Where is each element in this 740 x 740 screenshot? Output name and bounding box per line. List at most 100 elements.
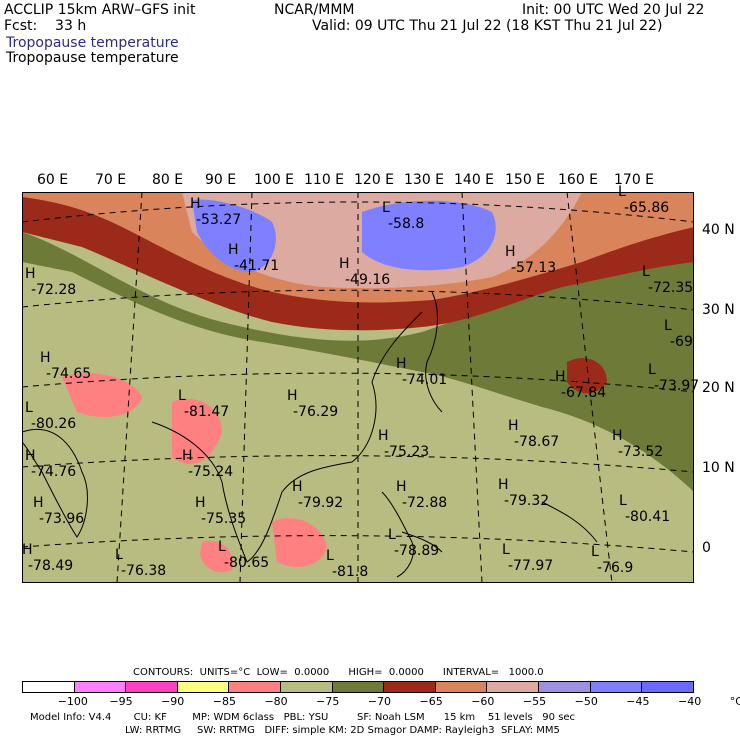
colorbar-swatch (539, 682, 591, 692)
extrema-type: H (22, 542, 33, 558)
high-marker: H -73.96 (33, 495, 84, 527)
extrema-value: -78.89 (394, 543, 440, 559)
colorbar-tick-label: −60 (471, 695, 495, 708)
extrema-type: L (648, 362, 656, 378)
footer-model-info: Model Info: V4.4 CU: KF MP: WDM 6class P… (30, 712, 576, 723)
lat-label: 30 N (702, 302, 735, 318)
extrema-type: L (218, 539, 226, 555)
extrema-type: H (292, 479, 303, 495)
colorbar-tick-label: −55 (522, 695, 547, 708)
extrema-type: H (505, 244, 516, 260)
lat-label: 0 (702, 540, 711, 556)
high-marker: H -79.32 (498, 477, 549, 509)
extrema-value: -53.27 (196, 212, 242, 228)
high-marker: H -72.28 (25, 266, 76, 298)
lon-label: 130 E (404, 172, 445, 188)
extrema-value: -57.13 (511, 260, 557, 276)
extrema-type: L (178, 388, 186, 404)
extrema-value: -75.23 (384, 444, 430, 460)
extrema-type: H (396, 356, 407, 372)
lon-label: 90 E (205, 172, 237, 188)
colorbar-swatch (74, 682, 127, 692)
warm-patch-sw (200, 541, 233, 573)
extrema-type: H (378, 428, 389, 444)
lon-label: 70 E (95, 172, 127, 188)
colorbar-swatch (590, 682, 643, 692)
high-marker: H -57.13 (505, 244, 556, 276)
extrema-value: -73.96 (39, 511, 85, 527)
extrema-value: -73.52 (618, 444, 664, 460)
colorbar-tick-label: −75 (316, 695, 340, 708)
extrema-value: -80.65 (224, 555, 270, 571)
extrema-type: H (190, 196, 201, 212)
low-marker: L -78.89 (388, 527, 439, 559)
extrema-type: L (619, 493, 627, 509)
extrema-value: -81.8 (332, 564, 369, 580)
extrema-type: H (40, 350, 51, 366)
extrema-value: -69 (670, 334, 693, 350)
colorbar-swatch (642, 682, 693, 692)
low-marker: L -80.41 (619, 493, 670, 525)
colorbar-tick-label: −50 (574, 695, 598, 708)
extrema-value: -80.41 (625, 509, 671, 525)
contour-info: CONTOURS: UNITS=°C LOW= 0.0000 HIGH= 0.0… (133, 667, 544, 678)
extrema-type: H (182, 448, 193, 464)
warm-patch-india (62, 373, 142, 417)
extrema-type: L (388, 527, 396, 543)
extrema-value: -79.92 (298, 495, 344, 511)
footer-physics-info: LW: RRTMG SW: RRTMG DIFF: simple KM: 2D … (125, 725, 560, 736)
low-marker: L -77.97 (502, 542, 553, 574)
extrema-value: -41.71 (234, 258, 280, 274)
warm-patch-south (272, 518, 327, 567)
extrema-value: -65.86 (624, 200, 670, 216)
extrema-type: L (591, 544, 599, 560)
extrema-value: -72.28 (31, 282, 77, 298)
high-marker: H -75.24 (182, 448, 233, 480)
colorbar-tick-label: −80 (264, 695, 288, 708)
cold-patch-west (192, 199, 276, 272)
high-marker: H -79.92 (292, 479, 343, 511)
extrema-type: L (618, 184, 626, 200)
colorbar-tick-label: −85 (212, 695, 236, 708)
extrema-type: L (502, 542, 510, 558)
extrema-type: L (115, 547, 123, 563)
colorbar-swatch (384, 682, 436, 692)
extrema-value: -75.24 (188, 464, 234, 480)
extrema-type: H (555, 369, 566, 385)
extrema-type: H (396, 479, 407, 495)
high-marker: H -49.16 (339, 256, 390, 288)
colorbar-swatch (487, 682, 540, 692)
lon-label: 60 E (37, 172, 69, 188)
colorbar-tick-label: −95 (109, 695, 133, 708)
colorbar-swatch (229, 682, 282, 692)
lon-label: 100 E (254, 172, 295, 188)
high-marker: H -74.01 (396, 356, 447, 388)
high-marker: H -75.35 (195, 495, 246, 527)
colorbar-tick-label: −65 (419, 695, 443, 708)
field-title-primary: Tropopause temperature (6, 35, 179, 51)
low-marker: L -69 (664, 318, 693, 350)
low-marker: L -76.9 (591, 544, 633, 576)
low-marker: L -76.38 (115, 547, 166, 579)
colorbar-tick-label: °C (729, 695, 740, 708)
high-marker: H -72.88 (396, 479, 447, 511)
tropopause-temperature-map (22, 192, 694, 583)
extrema-value: -77.97 (508, 558, 554, 574)
low-marker: L -72.35 (642, 264, 693, 296)
extrema-value: -78.67 (514, 434, 560, 450)
extrema-type: L (382, 200, 390, 216)
lon-label: 150 E (505, 172, 546, 188)
high-marker: H -74.76 (25, 448, 76, 480)
extrema-type: L (642, 264, 650, 280)
lon-label: 80 E (152, 172, 184, 188)
colorbar-swatch (177, 682, 230, 692)
colorbar-swatch (126, 682, 178, 692)
extrema-value: -74.01 (402, 372, 448, 388)
extrema-type: H (498, 477, 509, 493)
extrema-value: -74.76 (31, 464, 77, 480)
coastlines (22, 291, 598, 578)
high-marker: H -41.71 (228, 242, 279, 274)
high-marker: H -74.65 (40, 350, 91, 382)
extrema-value: -81.47 (184, 404, 230, 420)
model-title: ACCLIP 15km ARW–GFS init (4, 2, 196, 18)
